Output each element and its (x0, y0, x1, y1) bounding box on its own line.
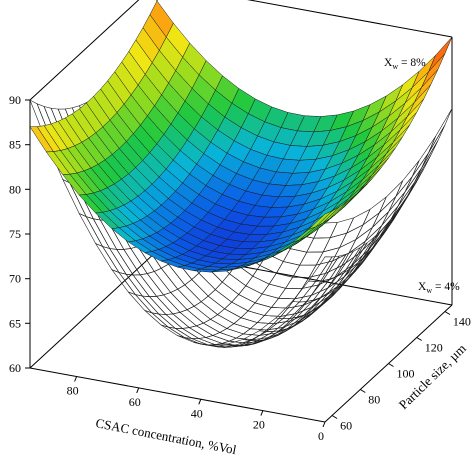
z-tick-label: 75 (9, 227, 21, 241)
x-tick-label: 60 (129, 395, 141, 409)
y-tick-mark (360, 389, 366, 393)
wireframe-cell (261, 283, 287, 299)
top-edge-left (29, 0, 140, 101)
x-tick-mark (74, 376, 78, 382)
x-axis-line (29, 367, 326, 423)
y-tick-mark (416, 337, 422, 341)
wireframe-cell (139, 273, 165, 297)
y-tick-label: 60 (340, 419, 352, 433)
wireframe-cell (357, 225, 382, 255)
wireframe-cell (188, 325, 214, 338)
wireframe-cell (350, 236, 375, 269)
wireframe-cell (254, 293, 280, 308)
wireframe-cell (252, 265, 277, 285)
x-tick-mark (322, 421, 326, 428)
top-edge-right (247, 0, 453, 38)
x-tick-label: 20 (253, 418, 265, 432)
wireframe-cell (247, 302, 273, 316)
wireframe-cell (148, 295, 174, 315)
wireframe-cell (221, 273, 247, 295)
z-tick-label: 85 (9, 138, 21, 152)
z-tick-label: 90 (9, 93, 21, 107)
x-tick-mark (260, 410, 264, 416)
wireframe-cell (428, 108, 453, 153)
series-label-xw4: Xw = 4% (418, 281, 460, 295)
y-tick-mark (444, 311, 451, 315)
wireframe-cell (338, 224, 364, 249)
wireframe-cell (146, 271, 172, 296)
series-label-xw8: Xw = 8% (384, 57, 426, 71)
wireframe-cell (157, 313, 184, 329)
wireframe-cell (177, 284, 202, 307)
wireframe-cell (78, 212, 104, 248)
x-tick-label: 80 (67, 384, 79, 398)
x-tick-mark (136, 387, 140, 394)
wireframe-cell (282, 248, 308, 266)
y-tick-label: 100 (397, 367, 415, 381)
wireframe-cell (381, 191, 406, 226)
surface-cell (428, 36, 453, 72)
wireframe-cell (184, 279, 209, 303)
wireframe-cell (374, 205, 399, 239)
wireframe-cell (170, 288, 195, 311)
wireframe-cell (116, 249, 141, 276)
x-tick-label: 0 (318, 429, 324, 443)
floor-back-edge-left (29, 250, 158, 369)
wireframe-cell (280, 304, 306, 317)
wireframe-cell (404, 152, 429, 192)
surface-cell (308, 210, 333, 230)
wireframe-cell (294, 284, 320, 300)
wireframe-cell (395, 160, 420, 197)
wireframe-cell (345, 208, 371, 234)
z-tick-label: 65 (9, 316, 21, 330)
y-tick-label: 140 (453, 315, 471, 329)
x-axis-title: CSAC concentration, %Vol (94, 415, 238, 457)
colored-surface (29, 0, 453, 273)
wireframe-cell (132, 274, 158, 298)
y-tick-mark (388, 363, 394, 367)
wireframe-cell (335, 247, 361, 278)
wireframe-cell (174, 327, 200, 339)
wireframe-cell (156, 294, 181, 315)
wireframe-cell (195, 322, 221, 336)
wireframe-cell (179, 309, 204, 327)
wireframe-cell (240, 310, 265, 323)
wireframe-cell (165, 313, 191, 329)
z-tick-label: 70 (9, 272, 21, 286)
wireframe-cell (198, 337, 224, 345)
wireframe-cell (310, 289, 335, 313)
wireframe-cell (308, 256, 333, 282)
z-tick-label: 80 (9, 182, 21, 196)
wireframe-cell (186, 305, 212, 324)
wireframe-cell (411, 136, 436, 177)
z-tick-label: 60 (9, 361, 21, 375)
y-tick-mark (331, 415, 338, 419)
y-tick-label: 80 (368, 393, 380, 407)
y-tick-label: 120 (425, 341, 443, 355)
tick-labels: 60 65 70 75 80 85 90 0 20 40 60 80 60 80 100 120 140 (9, 93, 471, 443)
wireframe-cell (397, 168, 422, 207)
x-tick-label: 40 (191, 406, 203, 420)
x-tick-mark (198, 399, 202, 405)
wireframe-cell (160, 324, 185, 338)
